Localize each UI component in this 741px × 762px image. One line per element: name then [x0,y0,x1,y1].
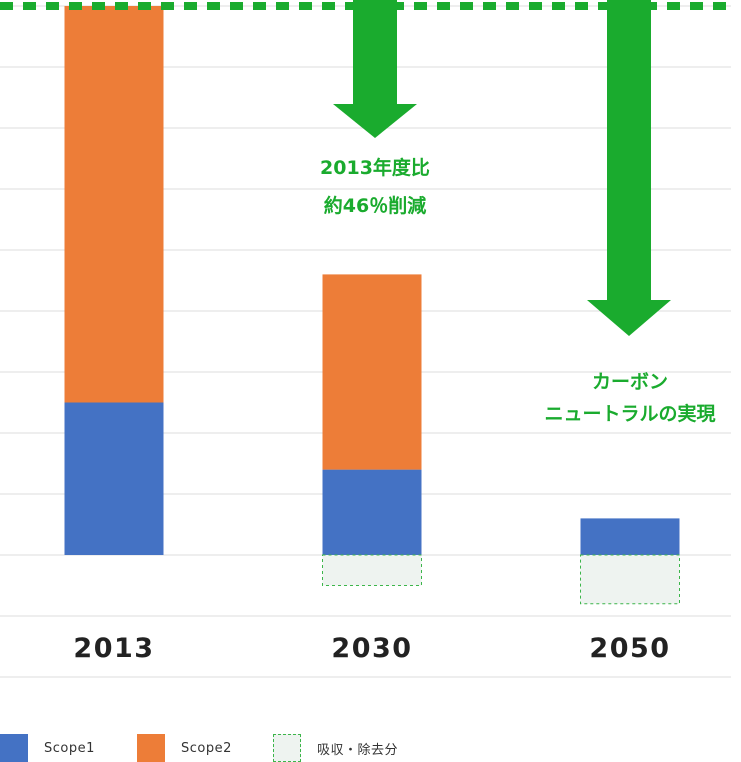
bar--2050 [580,554,680,605]
legend: Scope1 Scope2 吸収・除去分 [0,734,741,762]
legend-item-absorption: 吸収・除去分 [273,734,398,762]
bars [64,6,680,605]
x-tick-label-2030: 2030 [331,633,412,664]
bar-scope1-2013 [64,402,164,555]
down-arrow-2050-shaft [607,0,651,300]
bar-scope2-2013 [64,6,164,403]
legend-swatch-scope1 [0,734,28,762]
annotation-2030-line1: 2013年度比 [320,156,430,179]
bar--2030 [322,554,422,586]
legend-label-absorption: 吸収・除去分 [317,742,399,758]
legend-label-scope2: Scope2 [181,740,232,756]
down-arrow-2030-head [333,104,417,138]
annotation-2050-line1: カーボン [592,371,668,393]
bar-scope1-2030 [322,469,422,555]
legend-label-scope1: Scope1 [44,740,95,756]
legend-item-scope2: Scope2 [137,734,232,762]
x-tick-label-2013: 2013 [73,633,154,664]
arrows [333,0,671,336]
x-tick-label-2050: 2050 [589,633,670,664]
x-tick-labels: 2013 2030 2050 [73,633,670,664]
down-arrow-2050-head [587,300,671,336]
legend-swatch-absorption [273,734,301,762]
legend-swatch-scope2 [137,734,165,762]
down-arrow-2030-shaft [353,0,397,104]
annotation-2050-line2: ニュートラルの実現 [544,402,715,425]
bar-scope2-2030 [322,274,422,470]
legend-item-scope1: Scope1 [0,734,95,762]
annotation-2030-line2: 約46％削減 [324,194,426,217]
bar-scope1-2050 [580,518,680,555]
